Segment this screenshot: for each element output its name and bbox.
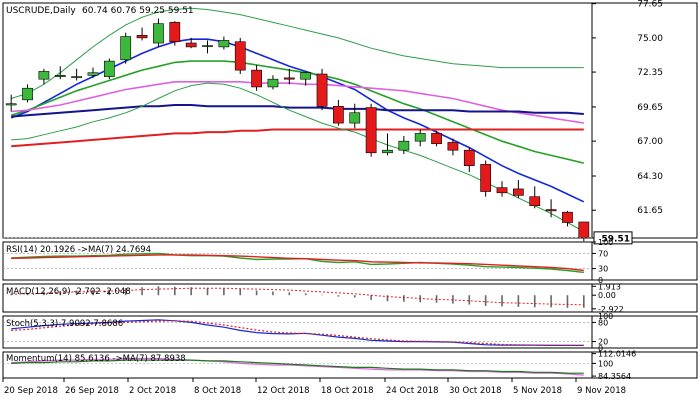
x-tick-label: 20 Sep 2018 — [4, 386, 58, 396]
momentum-ma-line — [11, 359, 584, 374]
stoch-tick-label: 80 — [598, 318, 608, 327]
rsi-tick-label: 70 — [598, 249, 608, 258]
macd-tick-label: 1.913 — [598, 282, 621, 291]
x-tick-label: 12 Oct 2018 — [257, 386, 310, 396]
candle-body — [300, 72, 312, 80]
candle-body — [365, 107, 377, 154]
ma-pink-line — [11, 81, 584, 124]
candle-body — [5, 103, 17, 106]
candle-body — [169, 22, 181, 43]
candle-body — [87, 72, 99, 76]
price-tick-label: 69.65 — [637, 103, 663, 113]
x-tick-label: 2 Oct 2018 — [129, 386, 176, 396]
momentum-tick-label: 112.0146 — [598, 350, 636, 359]
candle-body — [283, 77, 295, 80]
candle-body — [136, 34, 148, 39]
macd-signal-line — [11, 287, 584, 306]
candle-body — [529, 196, 541, 207]
x-tick-label: 8 Oct 2018 — [194, 386, 241, 396]
stoch-title: Stoch(5,3,3) 7.9092 7.8686 — [6, 319, 123, 329]
candle-body — [71, 76, 82, 78]
panel-frame-2 — [2, 283, 698, 313]
x-tick-label: 5 Nov 2018 — [513, 386, 562, 396]
band-lower-line — [11, 82, 585, 232]
price-tick-label: 75.00 — [637, 34, 663, 44]
candle-body — [251, 69, 262, 88]
stoch-k-line — [11, 319, 584, 346]
candle-body — [120, 36, 132, 61]
stoch-tick-label: 20 — [598, 338, 608, 347]
x-tick-label: 26 Sep 2018 — [65, 386, 119, 396]
main-chart-title: USCRUDE,Daily — [6, 6, 76, 16]
macd-tick-label: -2.922 — [598, 305, 624, 314]
price-tick-label: 64.30 — [637, 172, 663, 182]
rsi-ma-line — [11, 254, 584, 272]
rsi-title: RSI(14) 20.1926 ->MA(7) 24.7694 — [6, 245, 151, 255]
last-price-tag — [593, 231, 633, 245]
ohlc-readout: 60.74 60.76 59.25 59.51 — [82, 6, 194, 16]
candle-body — [562, 211, 573, 223]
rsi-tick-label: 100 — [598, 238, 613, 247]
candle-body — [38, 71, 50, 80]
stoch-tick-label: 0 — [598, 344, 603, 353]
x-tick-label: 30 Oct 2018 — [449, 386, 502, 396]
price-tick-label: 67.00 — [637, 137, 663, 147]
candle-body — [382, 149, 393, 154]
candle-body — [513, 188, 524, 196]
ma-red-line — [11, 128, 584, 148]
candle-body — [267, 78, 279, 88]
candle-body — [103, 60, 115, 77]
candle-body — [431, 133, 442, 145]
momentum-line — [11, 357, 584, 376]
candle-body — [545, 209, 557, 212]
panel-frame-1 — [2, 241, 698, 281]
candle-body — [398, 140, 410, 151]
candle-body — [185, 42, 197, 48]
momentum-tick-label: 100 — [598, 359, 613, 368]
candle-body — [480, 164, 492, 192]
ma-navy-line — [11, 104, 584, 118]
x-tick-label: 18 Oct 2018 — [321, 386, 374, 396]
candle-body — [578, 221, 590, 239]
candle-body — [153, 23, 164, 44]
rsi-tick-label: 30 — [598, 265, 608, 274]
candle-body — [54, 75, 66, 77]
macd-title: MACD(12,26,9) -2.702 -2.048 — [6, 287, 131, 297]
candle-body — [447, 142, 459, 151]
panel-frame-4 — [2, 351, 698, 379]
band-upper-line — [11, 7, 584, 99]
rsi-tick-label: 0 — [598, 276, 603, 285]
momentum-tick-label: 84.3564 — [598, 372, 631, 381]
candle-body — [333, 105, 344, 124]
candle-body — [463, 149, 475, 166]
price-tick-label: 61.65 — [637, 206, 663, 216]
ma-green-line — [10, 60, 584, 164]
candle-body — [234, 41, 246, 71]
candle-body — [22, 87, 33, 101]
x-tick-label: 9 Nov 2018 — [577, 386, 626, 396]
candle-body — [349, 112, 361, 124]
panel-frame-0 — [2, 2, 698, 239]
x-tick-label: 24 Oct 2018 — [386, 386, 439, 396]
stoch-tick-label: 100 — [598, 312, 613, 321]
momentum-title: Momentum(14) 85.6136 ->MA(7) 87.8938 — [6, 354, 186, 364]
candle-body — [414, 133, 426, 142]
macd-tick-label: 0.00 — [598, 291, 616, 300]
candle-body — [316, 73, 328, 107]
price-tick-label: 77.65 — [637, 0, 663, 10]
candle-body — [496, 187, 508, 194]
candle-body — [202, 45, 213, 47]
candle-body — [218, 40, 230, 48]
price-tick-label: 72.35 — [637, 68, 663, 78]
last-price-label: 59.51 — [602, 234, 630, 244]
panel-frame-3 — [2, 315, 698, 349]
